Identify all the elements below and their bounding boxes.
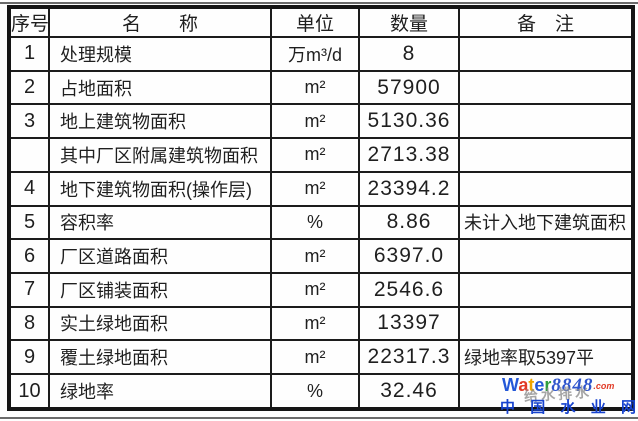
serial-number-cell: 9 <box>8 339 50 376</box>
quantity-cell: 6397.0 <box>358 238 460 274</box>
header-quantity: 数量 <box>358 6 460 38</box>
serial-number-cell: 4 <box>8 170 50 207</box>
water8848-logo-number: 8848 <box>551 375 594 396</box>
serial-number-cell: 1 <box>8 36 50 72</box>
item-name-cell: 绿地率 <box>48 373 272 410</box>
remarks-cell <box>458 137 634 173</box>
water8848-logo-domain: .com <box>593 381 615 391</box>
water8848-logo-letter: a <box>518 375 529 395</box>
table-row: 7 厂区铺装面积 m² 2546.6 <box>8 271 634 308</box>
site-name-char: 网 <box>620 399 636 416</box>
table-row: 8 实土绿地面积 m² 13397 <box>8 305 634 342</box>
unit-cell: m² <box>270 271 360 308</box>
quantity-cell: 57900 <box>358 69 460 106</box>
serial-number-cell: 3 <box>8 103 50 140</box>
item-name-cell: 容积率 <box>48 204 272 241</box>
serial-number-cell: 6 <box>8 238 50 274</box>
remarks-cell <box>458 373 634 410</box>
quantity-cell: 13397 <box>358 305 460 342</box>
water8848-watermark: Water8848.com 给水排水 中国水业网 <box>500 375 636 417</box>
item-name-cell: 地上建筑物面积 <box>48 103 272 140</box>
technical-indicators-table: 序号 名 称 单位 数量 备 注 1 处理规模 万m³/d 8 2 占地面积 m… <box>7 5 635 411</box>
quantity-cell: 32.46 <box>358 373 460 410</box>
water8848-logo-letter: e <box>534 375 545 395</box>
remarks-cell: 未计入地下建筑面积 <box>458 204 634 241</box>
item-name-cell: 覆土绿地面积 <box>48 339 272 376</box>
unit-cell: m² <box>270 305 360 342</box>
item-name-cell: 厂区铺装面积 <box>48 271 272 308</box>
quantity-cell: 8 <box>358 36 460 72</box>
water8848-logo-letter: t <box>528 375 535 395</box>
frame-line-top <box>0 2 638 4</box>
water8848-logo-letters: Water <box>502 375 551 395</box>
table-row: 10 绿地率 % 32.46 <box>8 373 634 410</box>
serial-number-cell: 7 <box>8 271 50 308</box>
remarks-cell <box>458 103 634 140</box>
quantity-cell: 22317.3 <box>358 339 460 376</box>
quantity-cell: 8.86 <box>358 204 460 241</box>
serial-number-cell: 10 <box>8 373 50 410</box>
unit-cell: 万m³/d <box>270 36 360 72</box>
quantity-cell: 5130.36 <box>358 103 460 140</box>
site-name-char: 国 <box>530 399 546 416</box>
item-name-cell: 处理规模 <box>48 36 272 72</box>
table-row: 其中厂区附属建筑物面积 m² 2713.38 <box>8 137 634 173</box>
unit-cell: m² <box>270 339 360 376</box>
item-name-cell: 厂区道路面积 <box>48 238 272 274</box>
remarks-cell <box>458 69 634 106</box>
unit-cell: m² <box>270 170 360 207</box>
unit-cell: m² <box>270 238 360 274</box>
table-row: 1 处理规模 万m³/d 8 <box>8 36 634 72</box>
quantity-cell: 23394.2 <box>358 170 460 207</box>
table-row: 9 覆土绿地面积 m² 22317.3 绿地率取5397平 <box>8 339 634 376</box>
table-row: 4 地下建筑物面积(操作层) m² 23394.2 <box>8 170 634 207</box>
water8848-logo-letter: r <box>544 375 552 395</box>
watermark-site-name: 中国水业网 <box>500 396 636 417</box>
item-name-cell: 地下建筑物面积(操作层) <box>48 170 272 207</box>
site-name-char: 水 <box>560 399 576 416</box>
item-name-cell: 其中厂区附属建筑物面积 <box>48 137 272 173</box>
unit-cell: % <box>270 373 360 410</box>
site-name-char: 中 <box>500 399 516 416</box>
serial-number-cell: 8 <box>8 305 50 342</box>
table-row: 3 地上建筑物面积 m² 5130.36 <box>8 103 634 140</box>
frame-line-bottom <box>0 417 638 419</box>
remarks-cell <box>458 271 634 308</box>
serial-number-cell <box>8 137 50 173</box>
remarks-cell <box>458 170 634 207</box>
serial-number-cell: 5 <box>8 204 50 241</box>
remarks-cell: 绿地率取5397平 <box>458 339 634 376</box>
quantity-cell: 2713.38 <box>358 137 460 173</box>
quantity-cell: 2546.6 <box>358 271 460 308</box>
serial-number-cell: 2 <box>8 69 50 106</box>
water8848-logo: Water8848.com <box>502 375 614 396</box>
header-item-name: 名 称 <box>48 6 272 38</box>
header-unit: 单位 <box>270 6 360 38</box>
unit-cell: m² <box>270 103 360 140</box>
item-name-cell: 实土绿地面积 <box>48 305 272 342</box>
header-remarks: 备 注 <box>458 6 634 38</box>
table-row: 2 占地面积 m² 57900 <box>8 69 634 106</box>
unit-cell: % <box>270 204 360 241</box>
remarks-cell <box>458 305 634 342</box>
header-serial-number: 序号 <box>8 6 50 38</box>
remarks-cell <box>458 238 634 274</box>
unit-cell: m² <box>270 69 360 106</box>
table-header-row: 序号 名 称 单位 数量 备 注 <box>8 6 634 38</box>
water8848-logo-letter: W <box>502 375 519 395</box>
unit-cell: m² <box>270 137 360 173</box>
remarks-cell <box>458 36 634 72</box>
table-body: 1 处理规模 万m³/d 8 2 占地面积 m² 57900 3 地上建筑物面积… <box>8 36 634 410</box>
table-row: 5 容积率 % 8.86 未计入地下建筑面积 <box>8 204 634 241</box>
table-row: 6 厂区道路面积 m² 6397.0 <box>8 238 634 274</box>
site-name-char: 业 <box>590 399 606 416</box>
item-name-cell: 占地面积 <box>48 69 272 106</box>
